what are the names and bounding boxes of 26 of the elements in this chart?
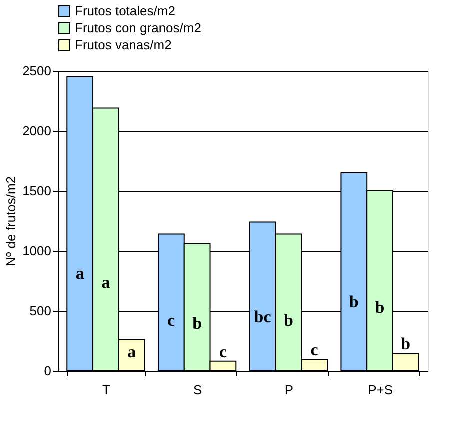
data-label: a <box>102 273 111 292</box>
data-label: a <box>128 342 137 362</box>
data-label: b <box>349 292 359 312</box>
legend-label: Frutos con granos/m2 <box>75 20 202 36</box>
y-tick-label: 0 <box>44 364 52 378</box>
y-tick-label: 2500 <box>22 64 52 78</box>
data-label: c <box>219 342 228 362</box>
data-label: b <box>192 314 202 333</box>
legend-label: Frutos vanas/m2 <box>75 38 172 52</box>
data-label: b <box>284 310 294 330</box>
legend-label: Frutos totales/m2 <box>75 4 176 18</box>
data-label: c <box>168 310 176 330</box>
y-tick-label: 1500 <box>22 184 52 198</box>
data-label: b <box>375 298 385 317</box>
x-tick-label: T <box>102 382 110 398</box>
data-label: b <box>401 334 411 354</box>
x-tick-label: P+S <box>368 382 394 398</box>
y-axis-title: Nº de frutos/m2 <box>4 176 19 267</box>
y-tick-label: 500 <box>30 304 52 318</box>
data-label: bc <box>254 307 272 326</box>
data-label: a <box>76 264 85 283</box>
y-tick-label: 2000 <box>22 124 52 138</box>
y-tick-label: 1000 <box>22 244 52 258</box>
x-tick-label: S <box>193 382 202 398</box>
x-tick-label: P <box>284 382 294 398</box>
data-label: c <box>310 340 319 360</box>
